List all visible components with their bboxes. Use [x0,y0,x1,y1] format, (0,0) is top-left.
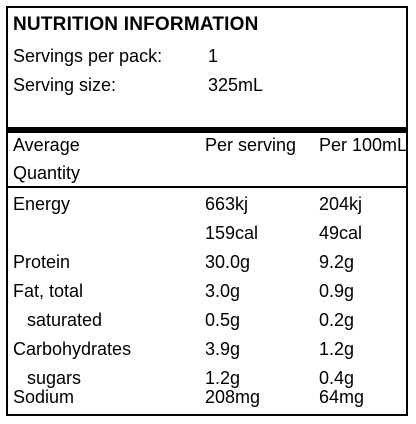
header-divider [8,186,406,188]
nutrient-name: Protein [13,252,71,272]
per-serving-value: 3.9g [205,339,241,359]
per-100ml-value: 0.2g [319,310,355,330]
nutrient-name: sugars [27,368,82,388]
nutrition-panel: NUTRITION INFORMATION Servings per pack:… [6,6,408,416]
per-100ml-value: 1.2g [319,339,355,359]
table-row-protein: Protein 30.0g 9.2g [8,252,406,281]
panel-title: NUTRITION INFORMATION [13,14,259,35]
nutrient-name: Energy [13,194,71,214]
table-row-energy: Energy 663kj 204kj [8,194,406,223]
table-row-fat-total: Fat, total 3.0g 0.9g [8,281,406,310]
nutrient-name: Fat, total [13,281,84,301]
per-serving-value: 0.5g [205,310,241,330]
table-row-saturated: saturated 0.5g 0.2g [8,310,406,339]
nutrient-name: Carbohydrates [13,339,132,359]
serving-size-label: Serving size: [13,75,117,95]
serving-size-value: 325mL [208,75,264,95]
nutrient-name: saturated [27,310,103,330]
per-serving-value: 208mg [205,387,261,407]
header-per-100ml: Per 100mL [319,135,408,155]
per-100ml-value: 204kj [319,194,363,214]
table-row-energy-cal: 159cal 49cal [8,223,406,252]
per-serving-value: 159cal [205,223,259,243]
per-100ml-value: 0.9g [319,281,355,301]
per-100ml-value: 49cal [319,223,363,243]
per-100ml-value: 9.2g [319,252,355,272]
servings-per-pack-value: 1 [208,46,219,66]
per-serving-value: 663kj [205,194,249,214]
table-row-carbohydrates: Carbohydrates 3.9g 1.2g [8,339,406,368]
header-quantity: Quantity [13,163,81,183]
header-per-serving: Per serving [205,135,297,155]
header-average: Average [13,135,80,155]
nutrient-name: Sodium [13,387,75,407]
thick-divider [8,127,406,133]
per-serving-value: 30.0g [205,252,251,272]
per-100ml-value: 64mg [319,387,365,407]
table-row-sugars: sugars 1.2g 0.4g [8,368,406,397]
per-100ml-value: 0.4g [319,368,355,388]
table-row-sodium: Sodium 208mg 64mg [8,387,406,416]
servings-per-pack-label: Servings per pack: [13,46,163,66]
per-serving-value: 1.2g [205,368,241,388]
per-serving-value: 3.0g [205,281,241,301]
